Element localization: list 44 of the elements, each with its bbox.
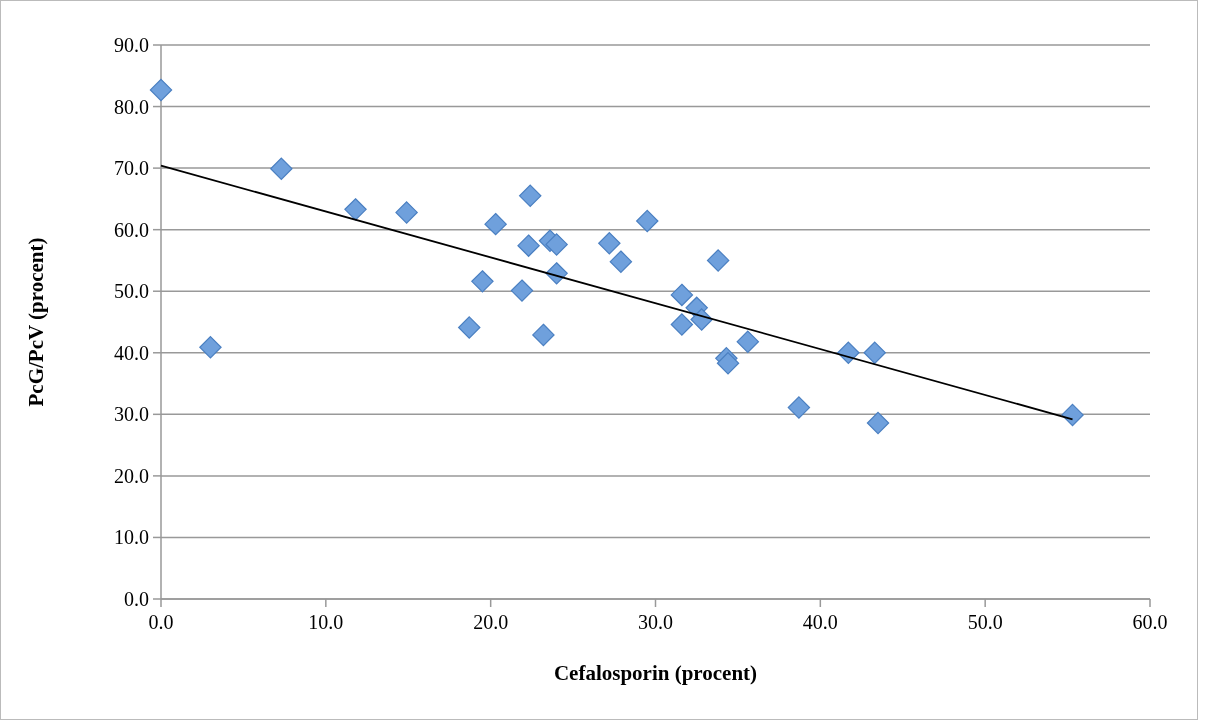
x-tick-label: 30.0 (638, 611, 673, 633)
point (395, 201, 418, 224)
point (344, 198, 367, 221)
point (149, 78, 173, 102)
point (706, 249, 730, 272)
point (863, 341, 886, 365)
x-tick-label: 20.0 (473, 611, 509, 633)
y-tick-label: 30.0 (114, 403, 149, 426)
point (510, 279, 534, 302)
point (670, 313, 694, 336)
x-tick-label: 40.0 (802, 611, 838, 633)
point (598, 231, 621, 255)
point (199, 336, 222, 359)
x-tick-label: 60.0 (1132, 611, 1168, 633)
point (519, 184, 542, 208)
y-tick-label: 70.0 (114, 157, 149, 180)
point (458, 316, 481, 339)
y-tick-label: 50.0 (114, 280, 149, 303)
x-tick-label: 50.0 (967, 611, 1003, 633)
point (517, 234, 540, 257)
point (484, 212, 507, 236)
y-tick-label: 0.0 (124, 588, 149, 610)
x-tick-label: 0.0 (148, 611, 174, 633)
y-tick-label: 40.0 (114, 341, 149, 364)
y-tick-label: 60.0 (114, 218, 149, 241)
point (1061, 403, 1084, 427)
point (736, 330, 760, 353)
point (532, 323, 555, 347)
point (609, 250, 633, 273)
y-tick-label: 10.0 (114, 526, 149, 549)
y-tick-label: 20.0 (114, 464, 149, 487)
y-tick-label: 80.0 (114, 95, 149, 118)
point (787, 396, 811, 419)
x-axis-title: Cefalosporin (procent) (553, 661, 758, 685)
point (636, 209, 659, 233)
point (670, 283, 694, 307)
x-tick-label: 10.0 (308, 611, 344, 633)
point (471, 270, 494, 293)
point (270, 157, 293, 180)
point (545, 233, 568, 256)
point (716, 352, 740, 375)
y-axis-title: PcG/PcV (procent) (24, 237, 48, 407)
point (866, 411, 890, 435)
y-tick-label: 90.0 (114, 34, 149, 56)
